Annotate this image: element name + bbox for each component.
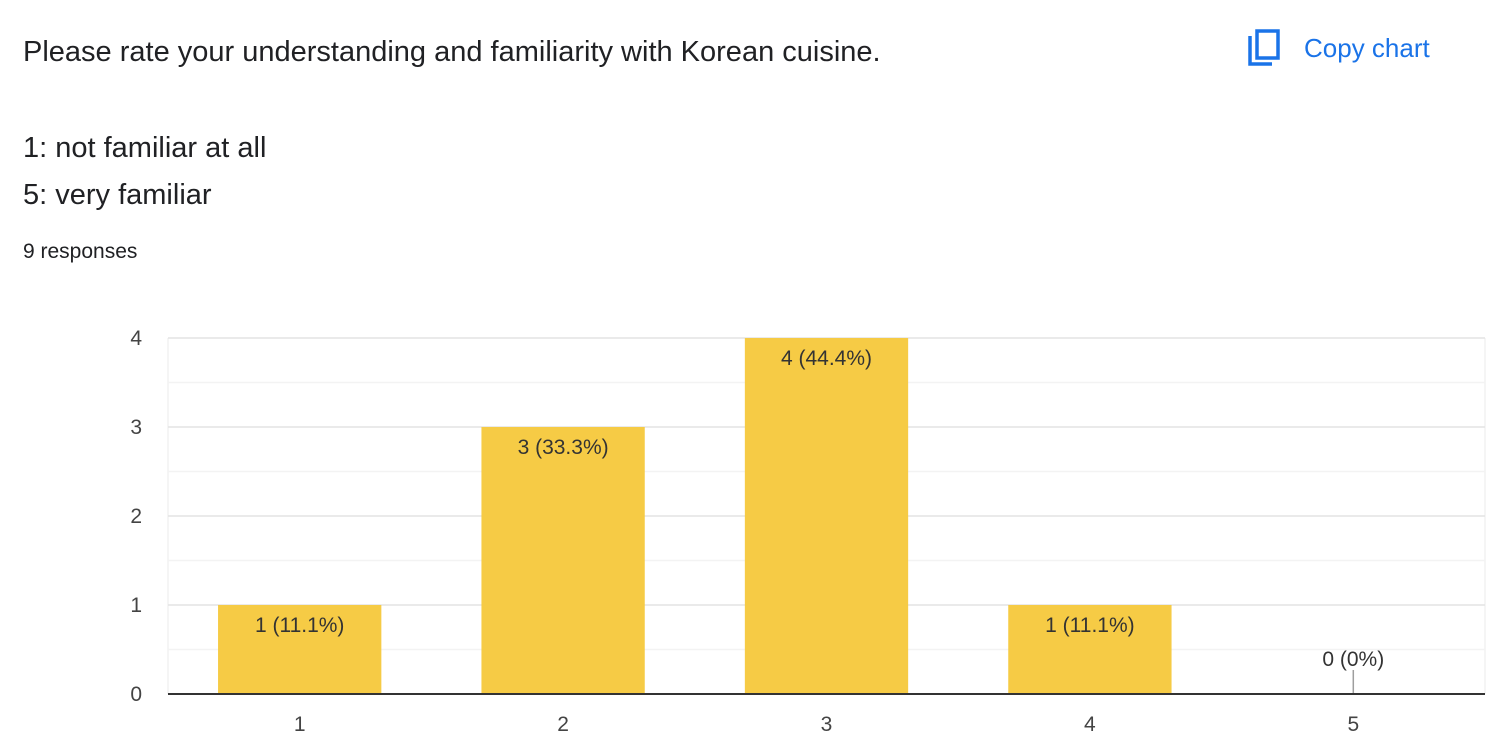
x-tick-label: 5 (1347, 713, 1359, 736)
copy-chart-button[interactable]: Copy chart (1238, 24, 1438, 72)
bar (1008, 605, 1172, 694)
bar-data-label: 4 (44.4%) (781, 347, 872, 370)
bar-data-label: 1 (11.1%) (1045, 614, 1135, 637)
y-tick-label: 3 (130, 416, 142, 439)
y-tick-label: 4 (130, 327, 142, 350)
bar-data-label: 0 (0%) (1322, 648, 1384, 671)
question-title: Please rate your understanding and famil… (23, 36, 881, 68)
x-tick-label: 3 (821, 713, 833, 736)
scale-low-label: 1: not familiar at all (23, 132, 267, 164)
x-tick-label: 4 (1084, 713, 1096, 736)
response-count: 9 responses (23, 240, 138, 263)
y-tick-label: 0 (130, 683, 142, 706)
copy-chart-label: Copy chart (1304, 33, 1430, 63)
bar (218, 605, 382, 694)
bar-data-label: 1 (11.1%) (255, 614, 345, 637)
x-tick-label: 2 (557, 713, 569, 736)
copy-icon (1246, 28, 1284, 68)
x-tick-label: 1 (294, 713, 306, 736)
scale-high-label: 5: very familiar (23, 179, 212, 211)
y-tick-label: 1 (130, 594, 142, 617)
y-tick-label: 2 (130, 505, 142, 528)
bar (481, 427, 645, 694)
bar-data-label: 3 (33.3%) (518, 436, 609, 459)
bar (744, 338, 909, 694)
